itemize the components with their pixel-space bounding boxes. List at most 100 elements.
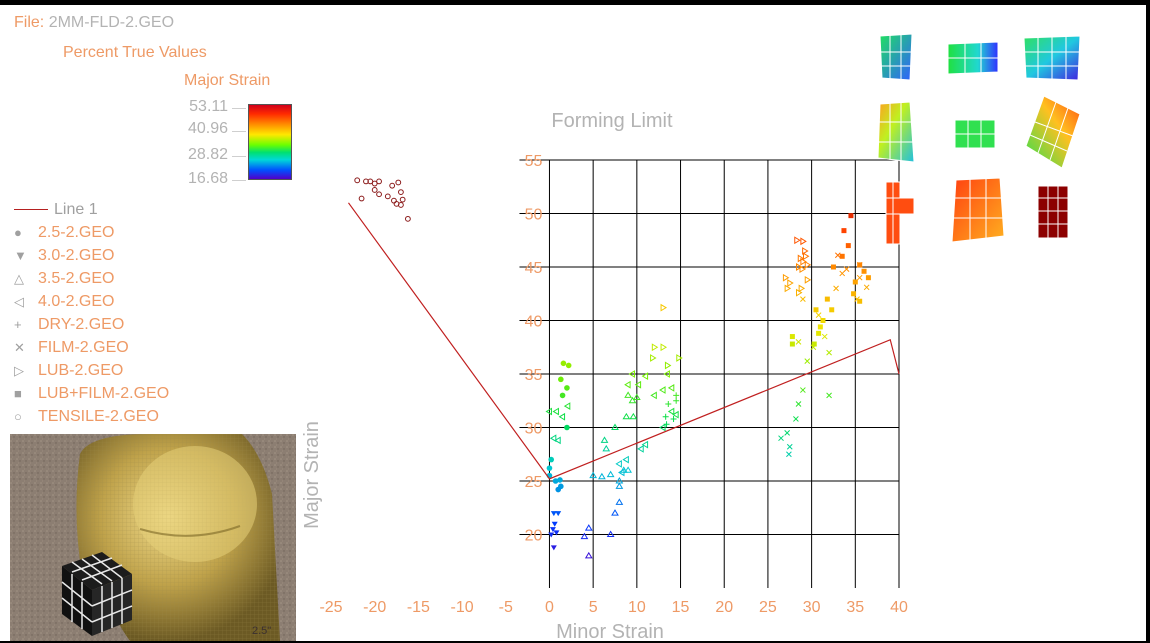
triangle-down-icon: ▼ <box>14 248 27 263</box>
x-tick-label: -10 <box>451 599 474 616</box>
data-point-square <box>852 279 858 285</box>
data-point-triangle-left <box>554 436 561 445</box>
data-point-triangle-right <box>660 343 668 352</box>
data-point-triangle-right <box>802 252 810 261</box>
data-point-triangle-up <box>611 509 619 516</box>
data-point-circle <box>548 456 555 463</box>
data-point-square <box>789 334 795 340</box>
legend: Line 1 ● 2.5-2.GEO ▼ 3.0-2.GEO △ 3.5-2.GEO … <box>14 198 169 428</box>
y-tick-label: 50 <box>525 207 543 224</box>
x-tick-label: 15 <box>672 599 690 616</box>
data-point-triangle-left <box>615 459 622 468</box>
data-point-x <box>843 266 850 272</box>
y-tick-label: 45 <box>525 260 543 277</box>
forming-limit-line <box>347 202 900 480</box>
legend-item[interactable]: ● 2.5-2.GEO <box>14 221 169 244</box>
legend-item[interactable]: ▷ LUB-2.GEO <box>14 359 169 382</box>
data-point-triangle-left <box>624 380 631 389</box>
legend-item[interactable]: ◁ 4.0-2.GEO <box>14 290 169 313</box>
data-point-triangle-left <box>628 370 635 378</box>
data-point-square <box>811 341 817 347</box>
data-point-triangle-right <box>796 263 803 271</box>
data-point-triangle-left <box>618 468 625 477</box>
legend-label: 4.0-2.GEO <box>38 292 115 310</box>
plus-icon: + <box>14 317 22 332</box>
x-tick-label: 40 <box>890 599 908 616</box>
data-point-triangle-left <box>663 370 670 378</box>
data-point-triangle-left <box>659 423 666 432</box>
y-tick-label: 30 <box>525 421 543 438</box>
data-point-circle-open <box>399 196 406 203</box>
dome <box>133 446 257 562</box>
data-point-x <box>815 312 822 319</box>
data-point-x <box>863 284 870 291</box>
x-tick-label: 20 <box>715 599 733 616</box>
data-point-triangle-up <box>606 470 615 478</box>
data-point-triangle-up <box>600 436 609 443</box>
legend-item[interactable]: △ 3.5-2.GEO <box>14 267 169 290</box>
data-point-square <box>839 253 845 259</box>
legend-item[interactable]: ■ LUB+FILM-2.GEO <box>14 382 169 405</box>
color-scale-label: 53.11 <box>189 98 228 115</box>
color-scale-bar <box>248 104 292 180</box>
thumbnail <box>954 119 996 149</box>
data-point-triangle-left <box>545 407 552 416</box>
data-point-circle <box>557 477 563 483</box>
data-point-triangle-right <box>664 361 672 370</box>
legend-item[interactable]: ✕ FILM-2.GEO <box>14 336 169 359</box>
data-point-circle <box>558 376 564 383</box>
data-point-triangle-right <box>800 257 807 266</box>
x-tick-label: 5 <box>589 599 598 616</box>
data-point-triangle-up <box>598 472 606 480</box>
legend-item[interactable]: + DRY-2.GEO <box>14 313 169 336</box>
legend-label: DRY-2.GEO <box>38 315 125 333</box>
legend-label: TENSILE-2.GEO <box>38 407 159 425</box>
data-point-triangle-right <box>798 284 806 293</box>
x-mark-icon: ✕ <box>14 339 25 355</box>
y-tick-label: 20 <box>525 528 543 545</box>
color-scale-tick <box>232 108 246 109</box>
data-point-circle <box>555 486 561 493</box>
thumbnail <box>885 181 915 245</box>
data-point-triangle-right <box>804 260 812 269</box>
data-point-triangle-down <box>553 530 560 536</box>
data-point-triangle-left <box>637 445 644 453</box>
data-point-circle <box>559 392 566 399</box>
data-point-triangle-left <box>558 412 566 421</box>
data-point-triangle-right <box>660 303 668 312</box>
triangle-up-icon: △ <box>14 270 24 286</box>
legend-label: FILM-2.GEO <box>38 338 129 356</box>
data-point-triangle-right <box>794 236 801 245</box>
legend-item[interactable]: ○ TENSILE-2.GEO <box>14 405 169 428</box>
data-point-triangle-left <box>622 455 629 464</box>
data-point-x <box>784 429 791 436</box>
thumbnail <box>877 101 915 163</box>
legend-item-line-1[interactable]: Line 1 <box>14 198 169 221</box>
color-scale-tick <box>232 156 246 157</box>
legend-label: LUB-2.GEO <box>38 361 124 379</box>
file-name: 2MM-FLD-2.GEO <box>48 14 175 31</box>
x-tick-label: -25 <box>319 599 342 616</box>
color-scale-title: Major Strain <box>184 72 271 89</box>
legend-label: 2.5-2.GEO <box>38 223 115 241</box>
legend-item[interactable]: ▼ 3.0-2.GEO <box>14 244 169 267</box>
data-point-triangle-up <box>629 412 638 420</box>
y-tick-label: 40 <box>525 314 543 331</box>
sample-thumbnails <box>877 33 1081 245</box>
data-point-square <box>845 243 851 249</box>
color-scale-tick <box>232 180 246 181</box>
cube-icon <box>61 552 133 636</box>
data-point-triangle-right <box>797 254 805 263</box>
data-point-circle <box>560 360 567 367</box>
chart-title: Forming Limit <box>551 110 673 132</box>
data-point-square <box>789 341 795 347</box>
data-point-circle-open <box>389 182 396 189</box>
legend-label: 3.5-2.GEO <box>38 269 115 287</box>
data-point-triangle-right <box>787 279 794 287</box>
data-point-square <box>857 262 863 268</box>
x-tick-label: 25 <box>759 599 777 616</box>
data-point-square <box>817 324 823 330</box>
data-point-triangle-up <box>632 393 641 401</box>
data-point-square <box>851 291 857 297</box>
x-tick-label: 10 <box>628 599 646 616</box>
